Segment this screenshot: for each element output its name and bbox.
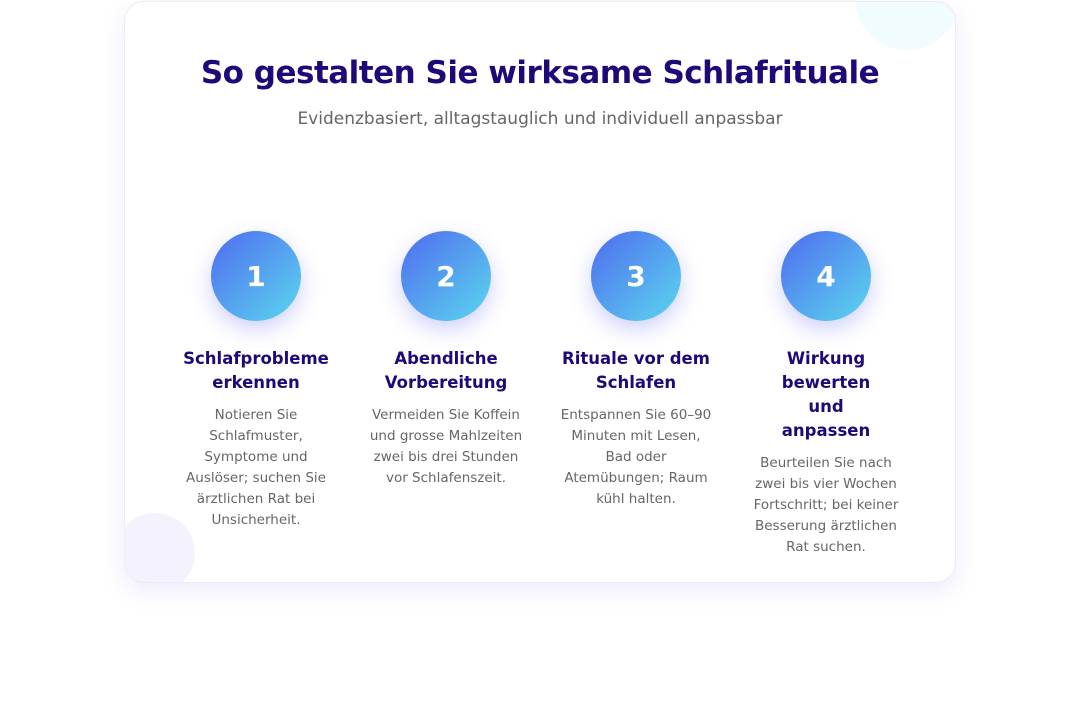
step-2: 2 Abendliche Vorbereitung Vermeiden Sie … [366,231,526,489]
step-title: Wirkung bewerten und anpassen [781,349,871,440]
page-title: So gestalten Sie wirksame Schlafrituale [200,55,880,91]
step-title: Abendliche Vorbereitung [384,349,508,392]
step-title: Schlafprobleme erkennen [183,349,329,392]
step-description: Beurteilen Sie nach zwei bis vier Wochen… [753,455,899,555]
decorative-circle [855,2,955,50]
step-description: Entspannen Sie 60–90 Minuten mit Lesen, … [560,407,712,507]
steps-card: So gestalten Sie wirksame Schlafrituale … [124,1,956,583]
decorative-circle [125,513,195,582]
step-description: Notieren Sie Schlafmuster, Symptome und … [186,407,326,528]
step-number-badge: 3 [591,231,681,321]
step-number-badge: 2 [401,231,491,321]
page-subtitle: Evidenzbasiert, alltagstauglich und indi… [297,109,783,129]
step-1: 1 Schlafprobleme erkennen Notieren Sie S… [176,231,336,531]
step-3: 3 Rituale vor dem Schlafen Entspannen Si… [556,231,716,510]
step-title: Rituale vor dem Schlafen [562,349,710,392]
step-description: Vermeiden Sie Koffein und grosse Mahlzei… [369,407,523,486]
step-number-badge: 4 [781,231,871,321]
step-4: 4 Wirkung bewerten und anpassen Beurteil… [746,231,906,558]
step-number-badge: 1 [211,231,301,321]
